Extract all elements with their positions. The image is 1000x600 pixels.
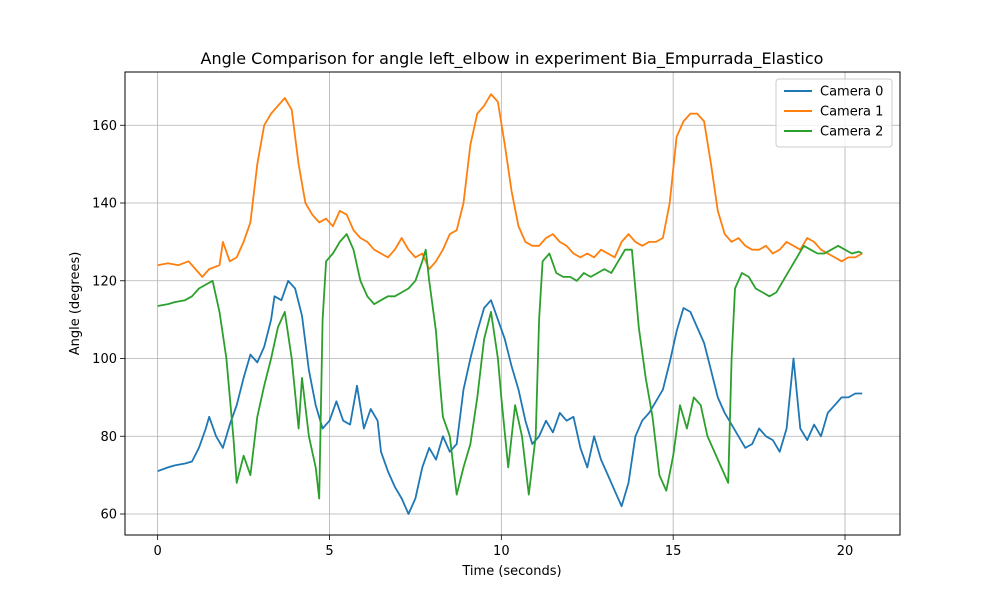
y-axis: 60 80 100 120 140 160 <box>92 119 125 523</box>
x-tick-label: 5 <box>325 544 333 559</box>
y-tick-label: 60 <box>100 508 117 523</box>
x-tick-label: 15 <box>665 544 682 559</box>
series-line-camera-0 <box>157 279 863 515</box>
chart-title: Angle Comparison for angle left_elbow in… <box>201 49 824 69</box>
x-tick-label: 10 <box>493 544 510 559</box>
series-group <box>157 93 863 515</box>
x-axis-label: Time (seconds) <box>461 564 561 579</box>
legend-label: Camera 2 <box>820 125 883 140</box>
legend-label: Camera 0 <box>820 85 883 100</box>
series-line-camera-1 <box>157 93 863 278</box>
y-tick-label: 160 <box>92 119 117 134</box>
legend: Camera 0 Camera 1 Camera 2 <box>775 78 893 148</box>
x-axis: 0 5 10 15 20 <box>154 535 854 559</box>
x-tick-label: 20 <box>837 544 854 559</box>
y-tick-label: 100 <box>92 352 117 367</box>
plot-frame <box>124 71 901 536</box>
legend-label: Camera 1 <box>820 105 883 120</box>
y-tick-label: 80 <box>100 430 117 445</box>
x-tick-label: 0 <box>154 544 162 559</box>
y-axis-label: Angle (degrees) <box>68 252 83 356</box>
y-tick-label: 120 <box>92 274 117 289</box>
series-line-camera-2 <box>157 233 863 500</box>
y-tick-label: 140 <box>92 197 117 212</box>
